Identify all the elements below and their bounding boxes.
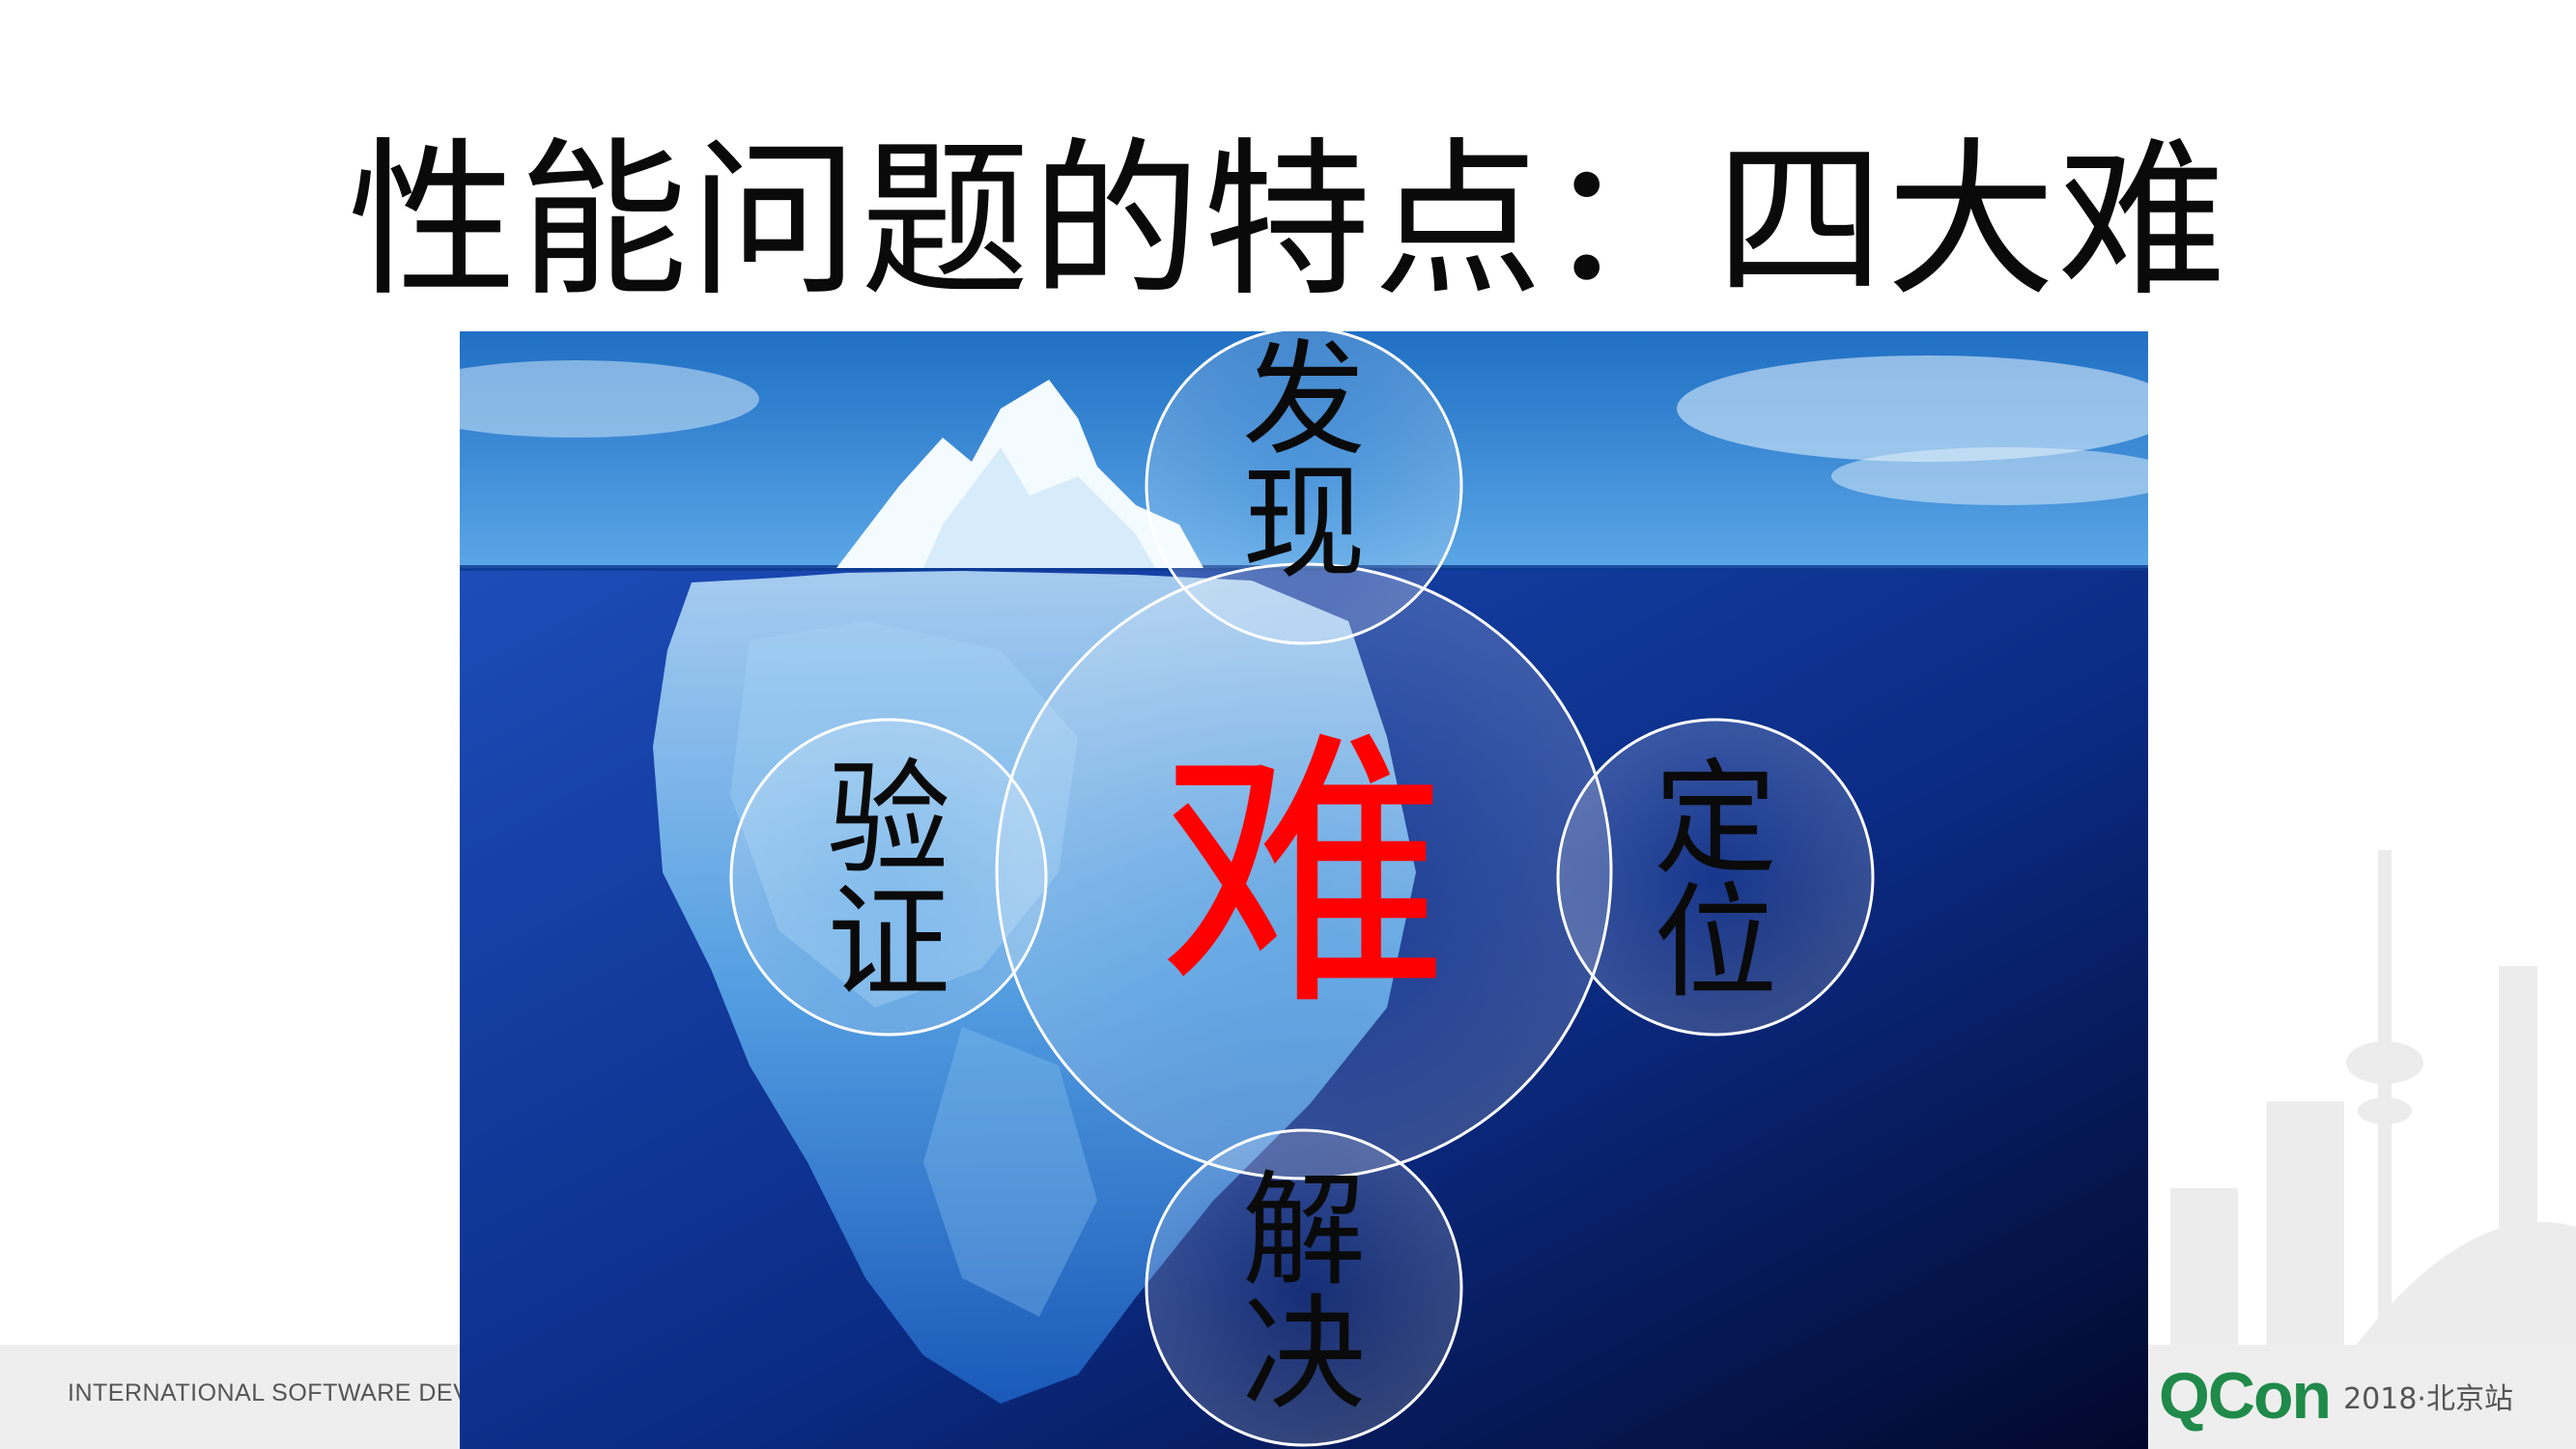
footer-conference-text: INTERNATIONAL SOFTWARE DEVELO (68, 1379, 520, 1406)
bubble-top-line2: 现 (1241, 452, 1366, 596)
bubble-left-line1: 验 (826, 748, 950, 892)
bubble-top (1145, 331, 1463, 645)
brand-edition: 2018·北京站 (2343, 1382, 2513, 1416)
iceberg-diagram: 难 发 现 验 证 定 位 解 决 (460, 331, 2148, 1449)
qcon-logo: QCon (2159, 1359, 2332, 1433)
bubble-right-line1: 定 (1653, 748, 1777, 892)
bubble-top-line1: 发 (1241, 331, 1366, 472)
brand-logo: QCon 2018·北京站 (2159, 1357, 2513, 1435)
center-label: 难 (1159, 707, 1449, 1044)
iceberg-image (460, 331, 2148, 1449)
bubble-left (729, 718, 1048, 1037)
bubble-left-line2: 证 (826, 871, 950, 1015)
bubble-bottom (1145, 1128, 1463, 1447)
bubble-right (1556, 718, 1875, 1037)
bubble-bottom-line1: 解 (1241, 1159, 1366, 1303)
bubble-right-line2: 位 (1653, 871, 1777, 1015)
page-title: 性能问题的特点：四大难 (348, 124, 2228, 320)
bubble-bottom-line2: 决 (1241, 1283, 1366, 1427)
